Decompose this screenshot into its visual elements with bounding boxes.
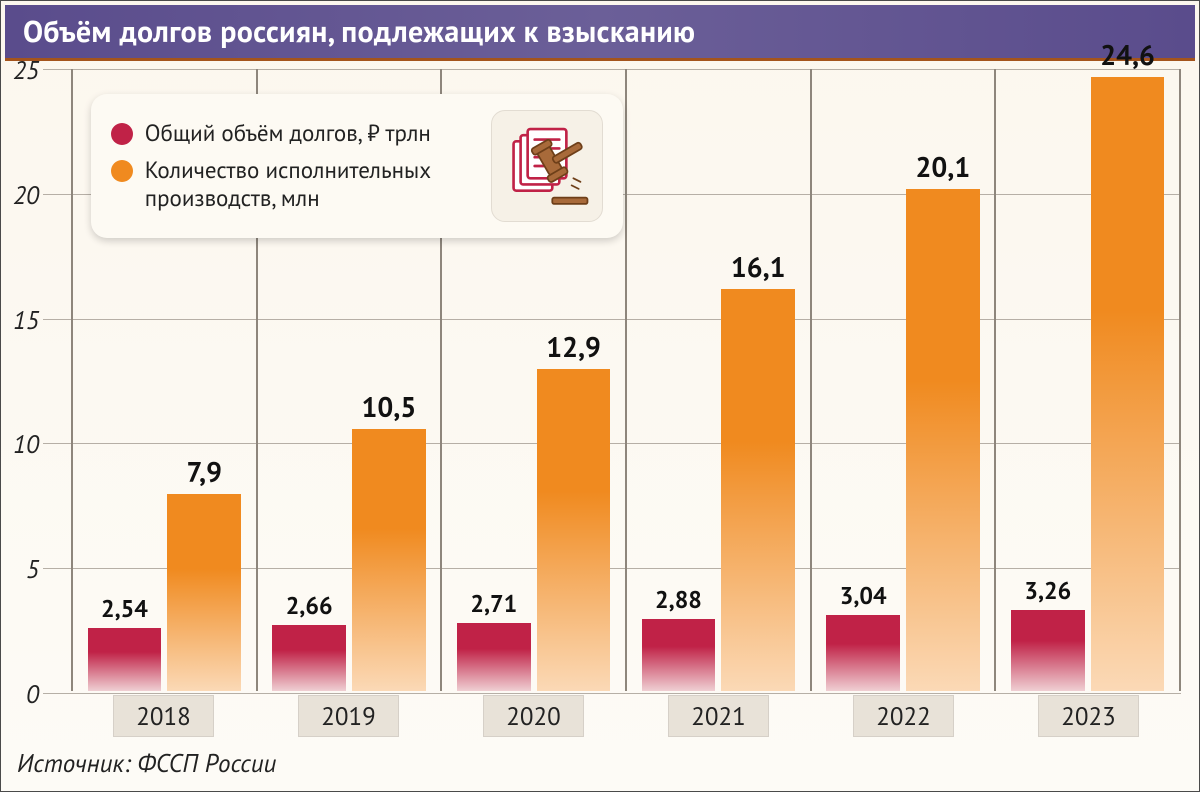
bar-fill — [352, 429, 426, 691]
bar-fill — [642, 619, 716, 691]
y-tick-label: 5 — [7, 553, 39, 585]
infographic-frame: Объём долгов россиян, подлежащих к взыск… — [0, 0, 1200, 792]
bar-fill — [1091, 77, 1165, 691]
chart-source: Источник: ФССП России — [17, 747, 276, 779]
bar-value-label: 3,26 — [1005, 575, 1091, 606]
x-tick-wrap: 2021 — [626, 695, 811, 737]
bar-fill — [272, 625, 346, 691]
bar-fill — [721, 289, 795, 691]
x-tick-label: 2020 — [483, 695, 584, 737]
chart-title: Объём долгов россиян, подлежащих к взыск… — [23, 12, 695, 51]
chart-legend: Общий объём долгов, ₽ трлн Количество исп… — [91, 94, 623, 238]
bar-fill — [1011, 610, 1085, 691]
legend-item: Общий объём долгов, ₽ трлн — [111, 120, 471, 147]
x-tick-wrap: 2018 — [71, 695, 256, 737]
x-tick-wrap: 2022 — [811, 695, 996, 737]
chart-title-bar: Объём долгов россиян, подлежащих к взыск… — [5, 5, 1195, 61]
legend-label: Общий объём долгов, ₽ трлн — [145, 120, 431, 147]
bar-value-label: 7,9 — [161, 453, 247, 490]
bar-fill — [906, 189, 980, 691]
bar-pair: 3,2624,6 — [1011, 69, 1164, 691]
bar-value-label: 2,66 — [266, 590, 352, 621]
bar-fill — [457, 623, 531, 691]
legend-label: Количество исполнительных производств, м… — [145, 157, 471, 211]
bar-value-label: 12,9 — [531, 328, 617, 365]
bar-value-label: 2,71 — [451, 588, 537, 619]
bar-value-label: 16,1 — [715, 248, 801, 285]
bar-group: 3,2624,6 — [996, 69, 1181, 691]
bar-group: 2,88 16,1 — [627, 69, 812, 691]
gavel-documents-icon — [503, 122, 591, 210]
x-tick-label: 2022 — [853, 695, 954, 737]
bar-value-label: 20,1 — [900, 148, 986, 185]
y-tick-label: 0 — [7, 678, 39, 710]
x-tick-wrap: 2023 — [996, 695, 1181, 737]
source-text: Источник: ФССП России — [17, 747, 276, 779]
x-tick-label: 2018 — [113, 695, 214, 737]
bar-fill — [537, 369, 611, 691]
bar-pair: 3,0420,1 — [826, 69, 979, 691]
y-tick-label: 20 — [7, 179, 39, 211]
bar-value-label: 2,54 — [82, 593, 168, 624]
x-tick-label: 2021 — [668, 695, 769, 737]
y-tick-label: 25 — [7, 54, 39, 86]
gridline — [43, 693, 1181, 694]
bar-pair: 2,8816,1 — [642, 69, 795, 691]
bar-value-label: 24,6 — [1085, 36, 1171, 73]
bar-fill — [167, 494, 241, 691]
x-tick-label: 2019 — [298, 695, 399, 737]
x-tick-label: 2023 — [1038, 695, 1139, 737]
y-tick-label: 10 — [7, 428, 39, 460]
bar-fill — [826, 615, 900, 691]
bar-group: 3,04 20,1 — [812, 69, 997, 691]
legend-dot — [111, 160, 133, 182]
legend-illustration — [491, 110, 603, 222]
bar-fill — [88, 628, 162, 691]
x-axis-labels: 2018 2019 2020 2021 2022 2023 — [71, 695, 1181, 737]
bar-value-label: 3,04 — [820, 580, 906, 611]
bar-value-label: 10,5 — [346, 388, 432, 425]
x-tick-wrap: 2019 — [256, 695, 441, 737]
x-tick-wrap: 2020 — [441, 695, 626, 737]
legend-dot — [111, 123, 133, 145]
legend-item: Количество исполнительных производств, м… — [111, 157, 471, 211]
bar-value-label: 2,88 — [636, 584, 722, 615]
y-tick-label: 15 — [7, 304, 39, 336]
legend-items: Общий объём долгов, ₽ трлн Количество исп… — [111, 120, 471, 211]
